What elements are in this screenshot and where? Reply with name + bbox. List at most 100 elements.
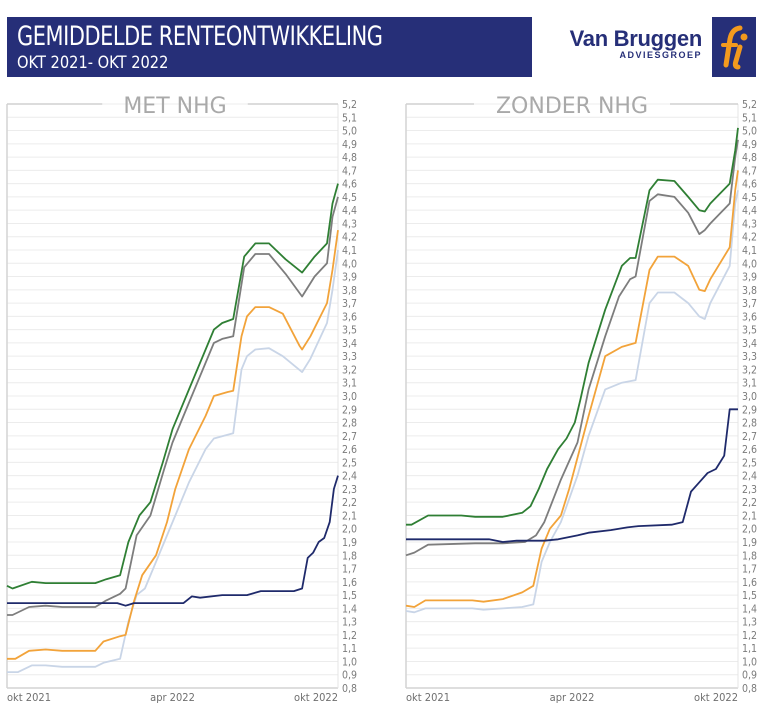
y-tick-label: 5,0 [742,126,757,138]
x-tick-label: okt 2022 [294,691,338,704]
y-tick-label: 3,4 [342,338,357,350]
series-line-4 [406,408,738,543]
y-tick-label: 1,3 [342,617,357,629]
y-tick-label: 1,0 [342,656,357,668]
title-banner: GEMIDDELDE RENTEONTWIKKELING OKT 2021- O… [7,17,532,77]
y-tick-label: 2,5 [342,457,357,469]
brand-tagline: ADVIESGROEP [619,50,702,60]
y-tick-label: 4,4 [342,205,357,217]
y-tick-label: 4,6 [342,179,357,191]
y-tick-label: 0,9 [742,670,757,682]
y-tick-label: 1,7 [742,564,757,576]
y-tick-label: 4,6 [742,179,757,191]
y-tick-label: 2,7 [342,431,357,443]
y-tick-label: 5,2 [742,99,757,111]
y-tick-label: 0,8 [742,683,757,695]
y-tick-label: 1,8 [342,550,357,562]
y-tick-label: 2,9 [742,404,757,416]
y-tick-label: 4,3 [342,218,357,230]
y-tick-label: 1,2 [742,630,757,642]
y-tick-label: 4,2 [342,232,357,244]
y-tick-label: 3,2 [342,364,357,376]
y-tick-label: 1,1 [342,643,357,655]
y-tick-label: 4,0 [342,258,357,270]
y-tick-label: 2,8 [742,418,757,430]
y-tick-label: 4,4 [742,205,757,217]
y-tick-label: 1,3 [742,617,757,629]
y-tick-label: 2,0 [742,524,757,536]
y-tick-label: 5,0 [342,126,357,138]
y-tick-label: 3,6 [342,311,357,323]
y-tick-label: 5,2 [342,99,357,111]
y-tick-label: 4,8 [342,152,357,164]
series-line-2 [405,139,739,557]
y-tick-label: 2,3 [742,484,757,496]
y-tick-label: 3,7 [342,298,357,310]
y-tick-label: 2,6 [342,444,357,456]
y-tick-label: 4,3 [742,218,757,230]
y-tick-label: 2,5 [742,457,757,469]
y-tick-label: 1,4 [742,603,757,615]
chart-title: ZONDER NHG [496,94,648,119]
y-tick-label: 1,7 [342,564,357,576]
y-tick-label: 4,9 [342,139,357,151]
y-tick-label: 1,1 [742,643,757,655]
y-tick-label: 1,9 [342,537,357,549]
y-tick-label: 2,6 [742,444,757,456]
y-tick-label: 2,0 [342,524,357,536]
series-line-1 [7,229,339,660]
y-tick-label: 3,8 [342,285,357,297]
y-tick-label: 3,0 [742,391,757,403]
y-tick-label: 5,1 [342,112,357,124]
y-tick-label: 5,1 [742,112,757,124]
y-tick-label: 1,2 [342,630,357,642]
y-tick-label: 3,1 [742,378,757,390]
brand-name: Van Bruggen [569,26,703,51]
x-tick-label: okt 2021 [406,691,450,704]
page-subtitle: OKT 2021- OKT 2022 [17,53,169,73]
y-tick-label: 1,9 [742,537,757,549]
y-tick-label: 2,2 [742,497,757,509]
x-tick-label: apr 2022 [150,691,195,704]
y-tick-label: 4,8 [742,152,757,164]
y-tick-label: 3,5 [342,325,357,337]
y-tick-label: 3,6 [742,311,757,323]
y-tick-label: 0,9 [342,670,357,682]
series-line-3 [6,183,339,590]
y-tick-label: 0,8 [342,683,357,695]
y-tick-label: 3,0 [342,391,357,403]
y-tick-label: 3,7 [742,298,757,310]
y-tick-label: 1,6 [742,577,757,589]
y-tick-label: 4,7 [342,165,357,177]
series-line-3 [406,127,739,526]
series-line-0 [405,190,739,614]
y-tick-label: 3,5 [742,325,757,337]
x-tick-label: okt 2021 [7,691,51,704]
x-tick-label: okt 2022 [694,691,738,704]
y-tick-label: 2,9 [342,404,357,416]
y-tick-label: 1,5 [742,590,757,602]
series-line-0 [7,249,339,673]
brand-logo-icon [712,17,756,77]
y-tick-label: 1,0 [742,656,757,668]
y-tick-label: 4,5 [742,192,757,204]
y-tick-label: 3,3 [742,351,757,363]
y-tick-label: 2,1 [742,510,757,522]
y-tick-label: 2,8 [342,418,357,430]
y-tick-label: 3,9 [742,272,757,284]
series-line-1 [405,170,739,608]
x-tick-label: apr 2022 [550,691,595,704]
y-tick-label: 2,3 [342,484,357,496]
y-tick-label: 3,2 [742,364,757,376]
chart-zonder-nhg: 0,80,9 1,01,11,21,3 1,41,51,61,7 1,81,92,0 2… [405,94,757,704]
y-tick-label: 1,5 [342,590,357,602]
y-tick-label: 3,3 [342,351,357,363]
y-tick-label: 3,4 [742,338,757,350]
series-line-4 [7,475,339,607]
chart-met-nhg: 0,80,9 1,01,11,21,3 1,41,51,61,7 1,81,92,0 2… [6,94,357,704]
y-tick-label: 4,2 [742,232,757,244]
y-tick-label: 2,1 [342,510,357,522]
series-line-2 [7,196,339,616]
y-tick-label: 2,2 [342,497,357,509]
